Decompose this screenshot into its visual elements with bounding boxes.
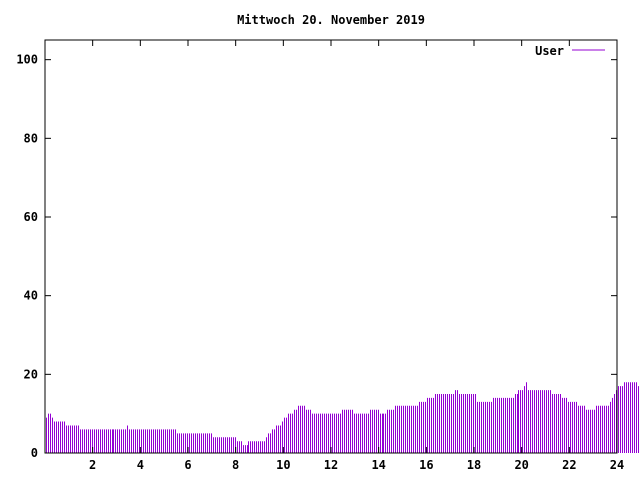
plot-frame: [44, 39, 618, 454]
x-tick-label: 18: [467, 458, 481, 472]
y-tick-label: 100: [16, 53, 38, 67]
y-tick-label: 40: [24, 289, 38, 303]
x-tick-label: 22: [562, 458, 576, 472]
legend-label-user: User: [535, 44, 564, 58]
x-tick-label: 8: [232, 458, 239, 472]
y-tick-label: 0: [31, 446, 38, 460]
chart-title: Mittwoch 20. November 2019: [237, 13, 425, 27]
data-bars: [46, 382, 639, 453]
x-tick-label: 16: [419, 458, 433, 472]
x-tick-label: 14: [371, 458, 385, 472]
x-tick-label: 12: [324, 458, 338, 472]
x-tick-label: 24: [610, 458, 624, 472]
x-tick-label: 4: [137, 458, 144, 472]
x-tick-label: 10: [276, 458, 290, 472]
y-tick-label: 20: [24, 367, 38, 381]
y-tick-label: 80: [24, 131, 38, 145]
y-tick-label: 60: [24, 210, 38, 224]
x-tick-label: 6: [184, 458, 191, 472]
x-tick-label: 2: [89, 458, 96, 472]
x-tick-label: 20: [514, 458, 528, 472]
legend: User: [535, 44, 605, 58]
